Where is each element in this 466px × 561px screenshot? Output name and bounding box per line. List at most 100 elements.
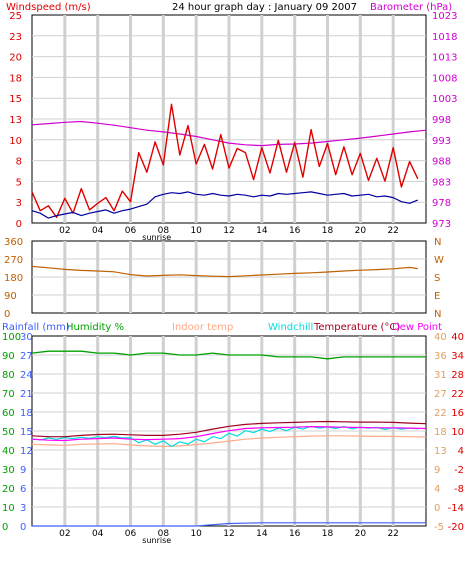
temperature-panel-x-tick-label: 06 — [125, 529, 137, 539]
wind-axis-tick-label: 18 — [9, 73, 22, 84]
wind-panel-x-tick-label: 06 — [125, 226, 137, 236]
humidity-axis-tick-label: 18 — [20, 408, 33, 419]
wind-panel-x-tick-label: 02 — [59, 226, 70, 236]
barometer-axis-label: Barometer (hPa) — [370, 2, 452, 13]
indoor-axis-tick-label: 36 — [434, 351, 447, 362]
compass-axis-tick-label: E — [434, 291, 440, 302]
humidity-axis-tick-label: 24 — [20, 370, 33, 381]
rainfall-axis-tick-label: 100 — [2, 332, 21, 343]
temperature-panel-x-tick-label: 22 — [387, 529, 398, 539]
temperature-axis-tick-label: 22 — [451, 389, 464, 400]
barometer-axis-tick-label: 983 — [432, 177, 451, 188]
direction-axis-tick-label: 180 — [4, 273, 23, 284]
rainfall-axis-tick-label: 20 — [2, 484, 15, 495]
wind-axis-tick-label: 0 — [16, 219, 22, 230]
temperature-panel-x-tick-label: 10 — [190, 529, 202, 539]
humidity-axis-tick-label: 30 — [20, 332, 33, 343]
wind-axis-tick-label: 20 — [9, 53, 22, 64]
temperature-panel-x-tick-label: 20 — [355, 529, 367, 539]
temperature-panel-x-tick-label: 18 — [322, 529, 334, 539]
humidity-axis-tick-label: 6 — [20, 484, 26, 495]
indoor-axis-tick-label: 13 — [434, 446, 447, 457]
wind-panel-x-tick-label: 04 — [92, 226, 104, 236]
dewpoint-axis-label: Dew Point — [392, 322, 442, 333]
temperature-axis-tick-label: -14 — [448, 503, 464, 514]
indoor-axis-tick-label: -5 — [434, 522, 444, 533]
humidity-axis-tick-label: 15 — [20, 427, 33, 438]
compass-axis-tick-label: N — [434, 309, 441, 320]
temperature-axis-tick-label: 16 — [451, 408, 464, 419]
rainfall-axis-tick-label: 30 — [2, 465, 15, 476]
rainfall-axis-tick-label: 60 — [2, 408, 15, 419]
indoor-axis-tick-label: 9 — [434, 465, 440, 476]
wind-axis-tick-label: 3 — [16, 198, 22, 209]
temperature-axis-tick-label: -20 — [448, 522, 464, 533]
temperature-axis-tick-label: -2 — [454, 465, 464, 476]
wind-axis-tick-label: 8 — [16, 157, 22, 168]
compass-axis-tick-label: S — [434, 273, 440, 284]
temperature-panel-x-tick-label: 16 — [289, 529, 301, 539]
wind-axis-tick-label: 10 — [9, 136, 22, 147]
temperature-axis-label: Temperature (°C) — [313, 322, 400, 333]
direction-axis-tick-label: 0 — [4, 309, 10, 320]
barometer-axis-tick-label: 978 — [432, 198, 451, 209]
wind-axis-tick-label: 23 — [9, 32, 22, 43]
direction-axis-tick-label: 270 — [4, 255, 23, 266]
temperature-series-line — [31, 420, 427, 438]
wind-panel-x-tick-label: 22 — [387, 226, 398, 236]
barometer-axis-tick-label: 1023 — [432, 11, 457, 22]
temperature-axis-tick-label: 10 — [451, 427, 464, 438]
wind-axis-tick-label: 13 — [9, 115, 22, 126]
wind-panel-x-tick-label: 20 — [355, 226, 367, 236]
rainfall-axis-label: Rainfall (mm) — [2, 322, 70, 333]
temperature-axis-tick-label: 40 — [451, 332, 464, 343]
compass-axis-tick-label: N — [434, 237, 441, 248]
temperature-panel-sunrise-label: sunrise — [142, 536, 171, 545]
indoor-series-line — [31, 435, 427, 448]
rainfall-axis-tick-label: 70 — [2, 389, 15, 400]
humidity-axis-tick-label: 9 — [20, 465, 26, 476]
rainfall-axis-tick-label: 80 — [2, 370, 15, 381]
indoor-temp-axis-label: Indoor temp — [172, 322, 233, 333]
barometer-axis-tick-label: 1003 — [432, 94, 457, 105]
wind-panel-x-tick-label: 10 — [190, 226, 202, 236]
barometer-axis-tick-label: 1018 — [432, 32, 457, 43]
temperature-panel-x-tick-label: 14 — [256, 529, 268, 539]
wind-panel-x-tick-label: 08 — [158, 226, 170, 236]
indoor-axis-tick-label: 18 — [434, 427, 447, 438]
wind-direction-series-line — [31, 265, 418, 278]
humidity-axis-tick-label: 12 — [20, 446, 33, 457]
barometer-axis-tick-label: 1013 — [432, 53, 457, 64]
dewpoint-series-line — [31, 426, 427, 442]
wind-gust-series-line — [31, 103, 419, 219]
humidity-series-line — [31, 350, 426, 360]
temperature-panel-x-tick-label: 02 — [59, 529, 70, 539]
indoor-axis-tick-label: 27 — [434, 389, 447, 400]
temperature-axis-tick-label: -8 — [454, 484, 464, 495]
temperature-axis-tick-label: 28 — [451, 370, 464, 381]
humidity-axis-tick-label: 0 — [20, 522, 26, 533]
windchill-series-line — [31, 425, 418, 448]
humidity-axis-tick-label: 21 — [20, 389, 33, 400]
rainfall-axis-tick-label: 50 — [2, 427, 15, 438]
barometer-axis-tick-label: 1008 — [432, 73, 457, 84]
indoor-axis-tick-label: 4 — [434, 484, 440, 495]
rainfall-axis-tick-label: 10 — [2, 503, 15, 514]
humidity-axis-tick-label: 27 — [20, 351, 33, 362]
rainfall-axis-tick-label: 90 — [2, 351, 15, 362]
direction-axis-tick-label: 90 — [4, 291, 17, 302]
barometer-axis-tick-label: 998 — [432, 115, 451, 126]
temperature-axis-tick-label: 4 — [458, 446, 464, 457]
chart-title: 24 hour graph day : January 09 2007 — [172, 2, 357, 13]
indoor-axis-tick-label: 22 — [434, 408, 447, 419]
indoor-axis-tick-label: 40 — [434, 332, 447, 343]
temperature-panel-x-tick-label: 12 — [223, 529, 234, 539]
chart-panels: 2523201815131085301023101810131008100399… — [2, 11, 464, 545]
wind-panel-x-tick-label: 14 — [256, 226, 268, 236]
barometer-axis-tick-label: 993 — [432, 136, 451, 147]
wind-average-series-line — [31, 191, 419, 219]
barometer-series-line — [31, 120, 427, 147]
direction-axis-tick-label: 360 — [4, 237, 23, 248]
wind-panel-x-tick-label: 12 — [223, 226, 234, 236]
